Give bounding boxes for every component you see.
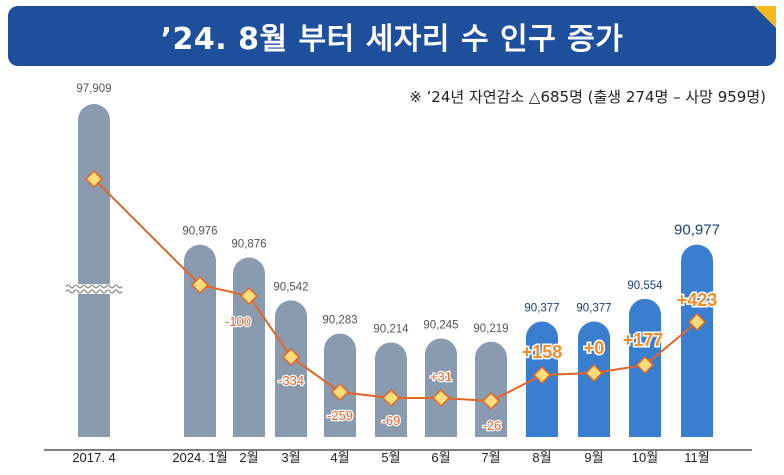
x-tick-label-6: 5월 xyxy=(381,450,400,465)
change-marker-12 xyxy=(687,312,707,332)
bar-value-label-11: 90,554 xyxy=(627,280,663,292)
change-marker-10 xyxy=(584,363,604,383)
natural-decrease-note: ※ ’24년 자연감소 △685명 (출생 274명 – 사망 959명) xyxy=(409,88,766,106)
title-banner: ’24. 8월 부터 세자리 수 인구 증가 xyxy=(8,6,776,66)
x-tick-label-8: 7월 xyxy=(481,450,500,465)
x-tick-label-7: 6월 xyxy=(431,450,450,465)
change-marker-8 xyxy=(481,391,501,411)
bar-value-label-5: 90,283 xyxy=(322,315,357,327)
bar-8 xyxy=(475,341,507,437)
x-tick-label-12: 11월 xyxy=(684,450,709,465)
bar-value-label-9: 90,377 xyxy=(524,303,559,315)
axis-break-line-top xyxy=(65,284,123,289)
bar-value-label-8: 90,219 xyxy=(473,323,508,335)
x-tick-label-4: 3월 xyxy=(281,450,300,465)
change-label-7: +31 xyxy=(430,369,452,384)
bar-value-label-6: 90,214 xyxy=(373,323,409,335)
change-marker-6 xyxy=(381,388,401,408)
x-tick-label-2: 2024. 1월 xyxy=(172,450,227,465)
change-marker-1 xyxy=(84,169,104,189)
x-tick-label-1: 2017. 4 xyxy=(72,450,115,465)
x-tick-label-9: 8월 xyxy=(532,450,551,465)
bar-2 xyxy=(184,244,216,437)
x-tick-label-5: 4월 xyxy=(330,450,349,465)
change-label-4: -334 xyxy=(278,373,304,388)
change-label-8: -26 xyxy=(483,418,502,433)
chart-title: ’24. 8월 부터 세자리 수 인구 증가 xyxy=(160,22,624,57)
bar-12 xyxy=(681,244,713,437)
change-label-5: -259 xyxy=(327,408,353,423)
change-label-9: +158 xyxy=(522,342,563,362)
bar-value-label-3: 90,876 xyxy=(231,239,266,251)
bar-value-label-10: 90,377 xyxy=(576,303,611,315)
change-marker-3 xyxy=(239,286,259,306)
change-marker-4 xyxy=(281,347,301,367)
bar-value-label-4: 90,542 xyxy=(273,281,308,293)
bar-7 xyxy=(425,338,457,437)
axis-break-line-bottom xyxy=(65,289,123,294)
x-tick-label-10: 9월 xyxy=(584,450,603,465)
change-marker-5 xyxy=(330,382,350,402)
change-marker-11 xyxy=(635,355,655,375)
bar-value-label-1: 97,909 xyxy=(76,83,111,95)
corner-accent xyxy=(754,6,776,28)
bar-value-label-2: 90,976 xyxy=(182,226,217,238)
change-label-3: -100 xyxy=(225,314,251,329)
x-tick-label-11: 10월 xyxy=(632,450,658,465)
change-label-6: -69 xyxy=(382,413,401,428)
axis-break-gap xyxy=(64,284,124,294)
change-label-11: +177 xyxy=(623,330,664,350)
change-marker-9 xyxy=(532,365,552,385)
bar-3 xyxy=(233,257,265,437)
bar-value-label-7: 90,245 xyxy=(423,319,458,331)
bar-4 xyxy=(275,300,307,437)
bar-value-label-12: 90,977 xyxy=(674,222,720,239)
change-marker-2 xyxy=(190,275,210,295)
x-tick-label-3: 2월 xyxy=(239,450,258,465)
change-line xyxy=(93,178,698,403)
bar-1 xyxy=(78,104,110,437)
change-label-10: +0 xyxy=(584,338,605,358)
change-marker-7 xyxy=(431,388,451,408)
change-label-12: +423 xyxy=(677,290,718,310)
